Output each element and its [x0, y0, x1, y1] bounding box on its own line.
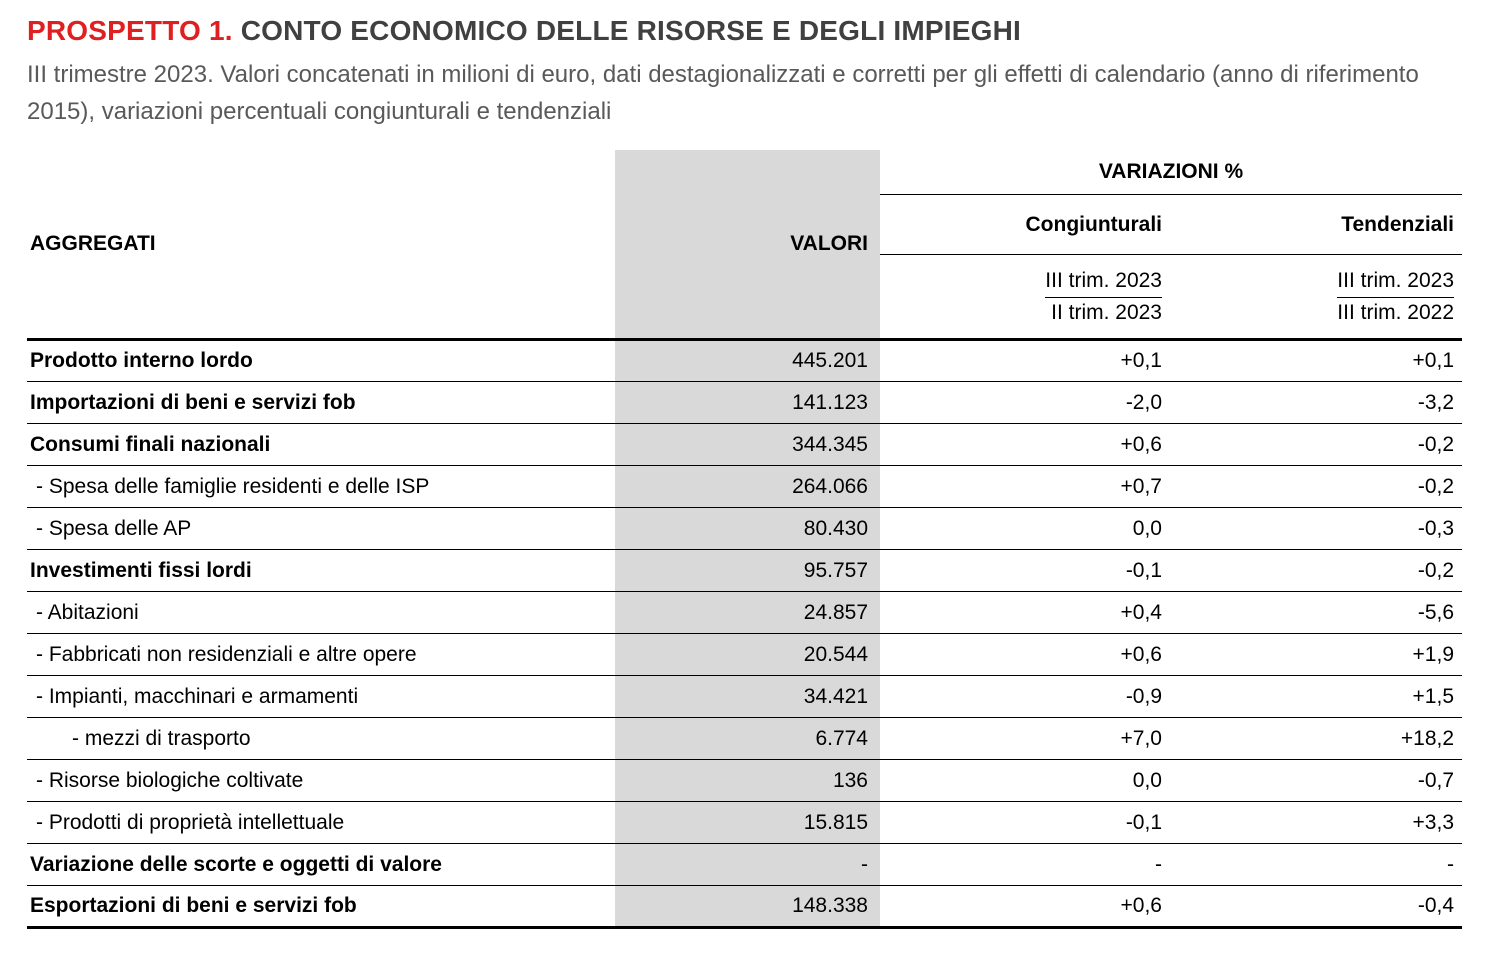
row-congiunturale: 0,0 [880, 759, 1170, 803]
row-label: Investimenti fissi lordi [27, 549, 615, 593]
table-row: Prodotto interno lordo 445.201 +0,1 +0,1 [27, 339, 1463, 383]
row-tendenziale: +3,3 [1170, 801, 1463, 845]
row-valore: 34.421 [615, 675, 880, 719]
period-tendenziali-bottom: III trim. 2022 [1337, 300, 1455, 324]
period-congiunturali-bottom: II trim. 2023 [1051, 300, 1162, 324]
row-tendenziale: -0,2 [1170, 549, 1463, 593]
row-valore: 24.857 [615, 591, 880, 635]
row-tendenziale: -0,4 [1170, 885, 1463, 930]
table-row: Esportazioni di beni e servizi fob 148.33… [27, 885, 1463, 930]
row-valore: 148.338 [615, 885, 880, 930]
row-tendenziale: +1,9 [1170, 633, 1463, 677]
row-valore: 15.815 [615, 801, 880, 845]
row-congiunturale: +0,6 [880, 633, 1170, 677]
row-congiunturale: +0,7 [880, 465, 1170, 509]
row-tendenziale: -0,3 [1170, 507, 1463, 551]
row-tendenziale: +1,5 [1170, 675, 1463, 719]
row-label: - Spesa delle famiglie residenti e delle… [27, 465, 615, 509]
column-header-aggregati: AGGREGATI [27, 149, 615, 342]
table-row: - Impianti, macchinari e armamenti 34.421… [27, 675, 1463, 719]
row-tendenziale: - [1170, 843, 1463, 887]
page-title: PROSPETTO 1. CONTO ECONOMICO DELLE RISOR… [27, 14, 1462, 48]
row-congiunturale: +7,0 [880, 717, 1170, 761]
row-tendenziale: +0,1 [1170, 339, 1463, 383]
row-label: - Fabbricati non residenziali e altre op… [27, 633, 615, 677]
row-congiunturale: -0,1 [880, 549, 1170, 593]
row-congiunturale: -0,1 [880, 801, 1170, 845]
row-valore: 80.430 [615, 507, 880, 551]
period-tendenziali: III trim. 2023 III trim. 2022 [1170, 254, 1463, 342]
row-valore: 141.123 [615, 381, 880, 425]
row-valore: 20.544 [615, 633, 880, 677]
period-congiunturali-top: III trim. 2023 [1045, 266, 1162, 298]
row-congiunturale: - [880, 843, 1170, 887]
page-title-label: PROSPETTO 1. [27, 15, 233, 46]
row-valore: 6.774 [615, 717, 880, 761]
column-header-valori: VALORI [615, 149, 880, 342]
row-label: Consumi finali nazionali [27, 423, 615, 467]
row-label: - Abitazioni [27, 591, 615, 635]
table-row: Importazioni di beni e servizi fob 141.12… [27, 381, 1463, 425]
row-label: - mezzi di trasporto [27, 717, 615, 761]
row-tendenziale: -0,2 [1170, 465, 1463, 509]
column-header-variazioni: VARIAZIONI % [880, 149, 1463, 196]
table-header: AGGREGATI VALORI VARIAZIONI % Congiuntur… [27, 149, 1463, 342]
row-tendenziale: +18,2 [1170, 717, 1463, 761]
table-row: - Fabbricati non residenziali e altre op… [27, 633, 1463, 677]
row-label: Esportazioni di beni e servizi fob [27, 885, 615, 930]
row-label: Prodotto interno lordo [27, 339, 615, 383]
row-tendenziale: -3,2 [1170, 381, 1463, 425]
prospetto-table: AGGREGATI VALORI VARIAZIONI % Congiuntur… [27, 149, 1463, 930]
row-valore: 95.757 [615, 549, 880, 593]
page-title-text: CONTO ECONOMICO DELLE RISORSE E DEGLI IM… [240, 15, 1022, 46]
table-row: - Abitazioni 24.857 +0,4 -5,6 [27, 591, 1463, 635]
header-row-groups: Congiunturali Tendenziali [27, 194, 1463, 256]
row-tendenziale: -5,6 [1170, 591, 1463, 635]
row-congiunturale: +0,4 [880, 591, 1170, 635]
row-label: - Spesa delle AP [27, 507, 615, 551]
table-row: - mezzi di trasporto 6.774 +7,0 +18,2 [27, 717, 1463, 761]
table-row: - Risorse biologiche coltivate 136 0,0 -0,7 [27, 759, 1463, 803]
table-row: - Spesa delle AP 80.430 0,0 -0,3 [27, 507, 1463, 551]
row-valore: - [615, 843, 880, 887]
document-page: PROSPETTO 1. CONTO ECONOMICO DELLE RISOR… [27, 14, 1463, 930]
table-row: Investimenti fissi lordi 95.757 -0,1 -0,2 [27, 549, 1463, 593]
table-row: Consumi finali nazionali 344.345 +0,6 -0,2 [27, 423, 1463, 467]
row-valore: 445.201 [615, 339, 880, 383]
period-congiunturali: III trim. 2023 II trim. 2023 [880, 254, 1170, 342]
period-tendenziali-top: III trim. 2023 [1337, 266, 1455, 298]
row-congiunturale: -2,0 [880, 381, 1170, 425]
row-valore: 136 [615, 759, 880, 803]
header-row-periods: III trim. 2023 II trim. 2023 III trim. 2… [27, 254, 1463, 342]
header-row-top: AGGREGATI VALORI VARIAZIONI % [27, 149, 1463, 342]
row-congiunturale: 0,0 [880, 507, 1170, 551]
row-label: Variazione delle scorte e oggetti di val… [27, 843, 615, 887]
table-body: Prodotto interno lordo 445.201 +0,1 +0,1 Imp… [27, 339, 1463, 930]
row-valore: 344.345 [615, 423, 880, 467]
row-congiunturale: +0,6 [880, 423, 1170, 467]
row-valore: 264.066 [615, 465, 880, 509]
row-tendenziale: -0,2 [1170, 423, 1463, 467]
row-congiunturale: -0,9 [880, 675, 1170, 719]
row-label: - Risorse biologiche coltivate [27, 759, 615, 803]
table-row: - Spesa delle famiglie residenti e delle… [27, 465, 1463, 509]
row-label: - Prodotti di proprietà intellettuale [27, 801, 615, 845]
row-tendenziale: -0,7 [1170, 759, 1463, 803]
row-label: - Impianti, macchinari e armamenti [27, 675, 615, 719]
row-congiunturale: +0,1 [880, 339, 1170, 383]
table-row: Variazione delle scorte e oggetti di val… [27, 843, 1463, 887]
page-subtitle: III trimestre 2023. Valori concatenati i… [27, 60, 1419, 125]
column-header-tendenziali: Tendenziali [1170, 194, 1463, 256]
row-label: Importazioni di beni e servizi fob [27, 381, 615, 425]
table-row: - Prodotti di proprietà intellettuale 15.… [27, 801, 1463, 845]
column-header-congiunturali: Congiunturali [880, 194, 1170, 256]
row-congiunturale: +0,6 [880, 885, 1170, 930]
